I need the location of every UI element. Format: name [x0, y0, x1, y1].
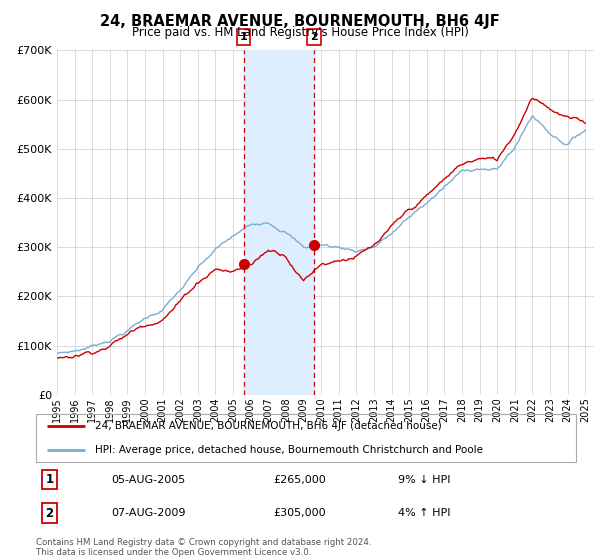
Text: 07-AUG-2009: 07-AUG-2009 [112, 508, 186, 518]
Text: 4% ↑ HPI: 4% ↑ HPI [398, 508, 450, 518]
Text: 2: 2 [310, 32, 318, 42]
Text: 24, BRAEMAR AVENUE, BOURNEMOUTH, BH6 4JF (detached house): 24, BRAEMAR AVENUE, BOURNEMOUTH, BH6 4JF… [95, 421, 442, 431]
Text: 1: 1 [240, 32, 248, 42]
Text: £305,000: £305,000 [274, 508, 326, 518]
Text: 9% ↓ HPI: 9% ↓ HPI [398, 475, 450, 484]
Text: 2: 2 [46, 507, 53, 520]
Text: Contains HM Land Registry data © Crown copyright and database right 2024.
This d: Contains HM Land Registry data © Crown c… [36, 538, 371, 557]
Text: £265,000: £265,000 [274, 475, 326, 484]
Bar [244, 50, 314, 395]
Text: HPI: Average price, detached house, Bournemouth Christchurch and Poole: HPI: Average price, detached house, Bour… [95, 445, 484, 455]
Text: 24, BRAEMAR AVENUE, BOURNEMOUTH, BH6 4JF: 24, BRAEMAR AVENUE, BOURNEMOUTH, BH6 4JF [100, 14, 500, 29]
Text: Price paid vs. HM Land Registry's House Price Index (HPI): Price paid vs. HM Land Registry's House … [131, 26, 469, 39]
Text: 05-AUG-2005: 05-AUG-2005 [112, 475, 186, 484]
Text: 1: 1 [46, 473, 53, 486]
